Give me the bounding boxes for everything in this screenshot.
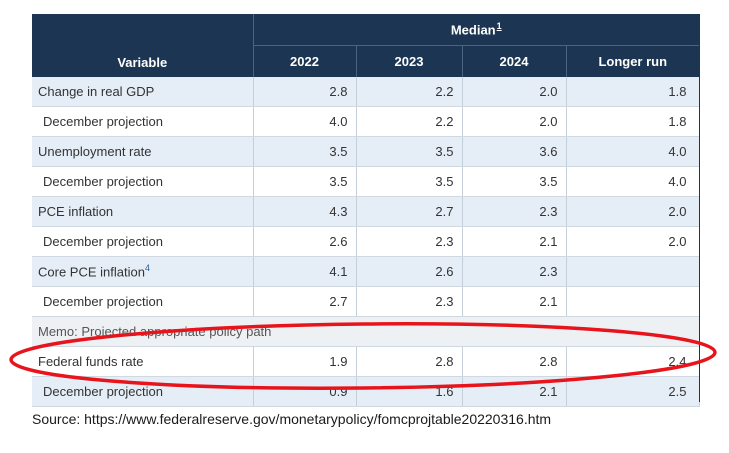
value-cell: 2.7 [253,286,357,317]
value-cell: 2.3 [462,256,567,287]
table-row: December projection 2.6 2.3 2.1 2.0 [32,226,700,257]
row-label: Change in real GDP [32,77,254,107]
value-cell: 3.5 [253,136,357,167]
table-row: Change in real GDP 2.8 2.2 2.0 1.8 [32,77,700,107]
row-label: December projection [32,226,254,257]
value-cell: 2.0 [462,77,567,107]
value-cell: 2.0 [566,226,700,257]
value-cell: 2.6 [356,256,463,287]
value-cell [566,256,700,287]
table-row: December projection 0.9 1.6 2.1 2.5 [32,376,700,407]
economic-projections-table: Variable Median1 2022 2023 2024 Longer run … [32,14,700,407]
table-row: Core PCE inflation4 4.1 2.6 2.3 [32,256,700,287]
value-cell: 0.9 [253,376,357,407]
row-label: Federal funds rate [32,346,254,377]
row-label: December projection [32,166,254,197]
row-label: December projection [32,106,254,137]
value-cell: 2.1 [462,286,567,317]
value-cell: 2.7 [356,196,463,227]
value-cell: 2.2 [356,77,463,107]
value-cell: 3.5 [253,166,357,197]
value-cell: 1.6 [356,376,463,407]
value-cell [566,286,700,317]
median-header: Median1 [253,14,699,46]
row-label: Unemployment rate [32,136,254,167]
value-cell: 2.0 [462,106,567,137]
row-label-text: December projection [43,384,163,399]
table-row: Federal funds rate 1.9 2.8 2.8 2.4 [32,346,700,377]
value-cell: 2.8 [462,346,567,377]
footnote-link[interactable]: 4 [144,263,150,274]
row-label-text: December projection [43,114,163,129]
value-cell: 2.2 [356,106,463,137]
value-cell: 1.8 [566,77,700,107]
variable-column-header: Variable [32,14,254,77]
table-row: December projection 2.7 2.3 2.1 [32,286,700,317]
memo-row: Memo: Projected appropriate policy path [32,316,699,347]
value-cell: 1.8 [566,106,700,137]
value-cell: 2.3 [462,196,567,227]
value-cell: 2.1 [462,226,567,257]
value-cell: 2.1 [462,376,567,407]
projections-table-container: Variable Median1 2022 2023 2024 Longer run … [32,14,700,407]
value-cell: 2.8 [356,346,463,377]
value-cell: 4.0 [566,136,700,167]
column-header-2023: 2023 [356,45,463,77]
column-header-2024: 2024 [462,45,567,77]
row-label-text: Federal funds rate [38,354,144,369]
value-cell: 3.5 [356,166,463,197]
row-label-text: Core PCE inflation [38,264,145,280]
value-cell: 2.8 [253,77,357,107]
table-row: Unemployment rate 3.5 3.5 3.6 4.0 [32,136,700,167]
value-cell: 3.6 [462,136,567,167]
value-cell: 3.5 [462,166,567,197]
value-cell: 2.5 [566,376,700,407]
table-row: PCE inflation 4.3 2.7 2.3 2.0 [32,196,700,227]
row-label: December projection [32,286,254,317]
row-label-text: PCE inflation [38,204,114,219]
value-cell: 2.4 [566,346,700,377]
memo-label: Memo: Projected appropriate policy path [32,316,699,347]
value-cell: 4.3 [253,196,357,227]
median-footnote-link[interactable]: 1 [496,21,502,32]
value-cell: 2.3 [356,286,463,317]
column-header-longer-run: Longer run [566,45,699,77]
row-label: December projection [32,376,254,407]
source-caption: Source: https://www.federalreserve.gov/m… [32,411,552,427]
value-cell: 2.0 [566,196,700,227]
row-label: Core PCE inflation4 [32,256,254,287]
row-label: PCE inflation [32,196,254,227]
value-cell: 2.3 [356,226,463,257]
table-right-border [699,14,700,402]
table-row: December projection 4.0 2.2 2.0 1.8 [32,106,700,137]
row-label-text: Change in real GDP [38,84,155,99]
row-label-text: December projection [43,294,163,309]
row-label-text: December projection [43,174,163,189]
value-cell: 4.0 [253,106,357,137]
table-row: December projection 3.5 3.5 3.5 4.0 [32,166,700,197]
value-cell: 3.5 [356,136,463,167]
column-header-2022: 2022 [253,45,357,77]
row-label-text: December projection [43,234,163,249]
value-cell: 1.9 [253,346,357,377]
value-cell: 2.6 [253,226,357,257]
value-cell: 4.1 [253,256,357,287]
value-cell: 4.0 [566,166,700,197]
row-label-text: Unemployment rate [38,144,152,159]
